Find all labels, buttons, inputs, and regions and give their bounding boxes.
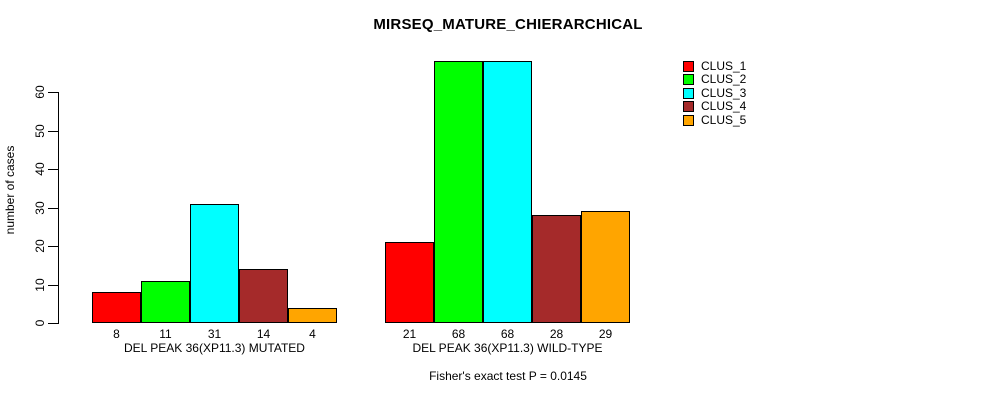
legend-swatch-clus_5 [683, 114, 694, 126]
y-tick [48, 323, 58, 324]
bar-clus_4 [532, 215, 581, 323]
y-tick [48, 130, 58, 132]
bar-value-label: 68 [500, 327, 515, 341]
y-tick-label: 10 [33, 277, 47, 292]
bar-value-label: 31 [207, 327, 222, 341]
y-tick-label: 60 [33, 85, 47, 99]
bar-clus_3 [483, 61, 532, 323]
bar-value-label: 28 [549, 327, 564, 341]
y-tick-label: 0 [33, 319, 47, 327]
bar-value-label: 11 [159, 327, 172, 341]
bar-clus_2 [434, 61, 483, 323]
chart-title: MIRSEQ_MATURE_CHIERARCHICAL [373, 16, 643, 33]
legend-label: CLUS_4 [701, 99, 747, 114]
legend-swatch-clus_2 [683, 74, 694, 86]
bar-clus_1 [92, 292, 141, 323]
y-tick-label: 30 [33, 200, 47, 215]
y-tick [48, 246, 58, 247]
bar-clus_2 [141, 281, 190, 323]
legend-label: CLUS_1 [701, 59, 747, 73]
bar-clus_5 [581, 211, 630, 323]
legend: CLUS_1 CLUS_2 CLUS_3 CLUS_4 CLUS_5 [683, 59, 747, 128]
x-category-label: DEL PEAK 36(XP11.3) MUTATED [124, 341, 305, 355]
bar-clus_1 [385, 242, 434, 323]
legend-swatch-clus_1 [683, 61, 694, 72]
legend-entry: CLUS_4 [683, 99, 747, 114]
legend-entry: CLUS_5 [683, 112, 747, 127]
y-tick [48, 169, 58, 170]
annotation-fisher-test: Fisher's exact test P = 0.0145 [429, 369, 587, 383]
y-tick [48, 92, 58, 93]
legend-label: CLUS_3 [701, 85, 747, 100]
bar-clus_5 [288, 308, 337, 323]
legend-label: CLUS_2 [701, 72, 747, 87]
bar-clus_4 [239, 269, 288, 323]
y-tick-label: 20 [33, 239, 47, 253]
legend-swatch-clus_3 [683, 87, 694, 99]
y-axis-line [58, 92, 59, 324]
y-tick-label: 40 [33, 162, 47, 176]
y-tick [48, 284, 58, 286]
legend-entry: CLUS_3 [683, 85, 747, 100]
bar-value-label: 21 [402, 327, 417, 341]
legend-entry: CLUS_1 [683, 59, 747, 73]
legend-swatch-clus_4 [683, 101, 694, 113]
bar-value-label: 14 [256, 327, 271, 341]
bar-clus_3 [190, 204, 239, 323]
legend-entry: CLUS_2 [683, 72, 747, 87]
bar-value-label: 8 [113, 327, 120, 341]
x-category-label: DEL PEAK 36(XP11.3) WILD-TYPE [412, 341, 603, 355]
legend-label: CLUS_5 [701, 112, 747, 127]
y-axis-label: number of cases [3, 145, 17, 235]
bar-value-label: 68 [451, 327, 466, 341]
y-tick [48, 207, 58, 209]
y-tick-label: 50 [33, 123, 47, 138]
bar-value-label: 4 [309, 327, 316, 341]
bar-value-label: 29 [598, 327, 613, 341]
